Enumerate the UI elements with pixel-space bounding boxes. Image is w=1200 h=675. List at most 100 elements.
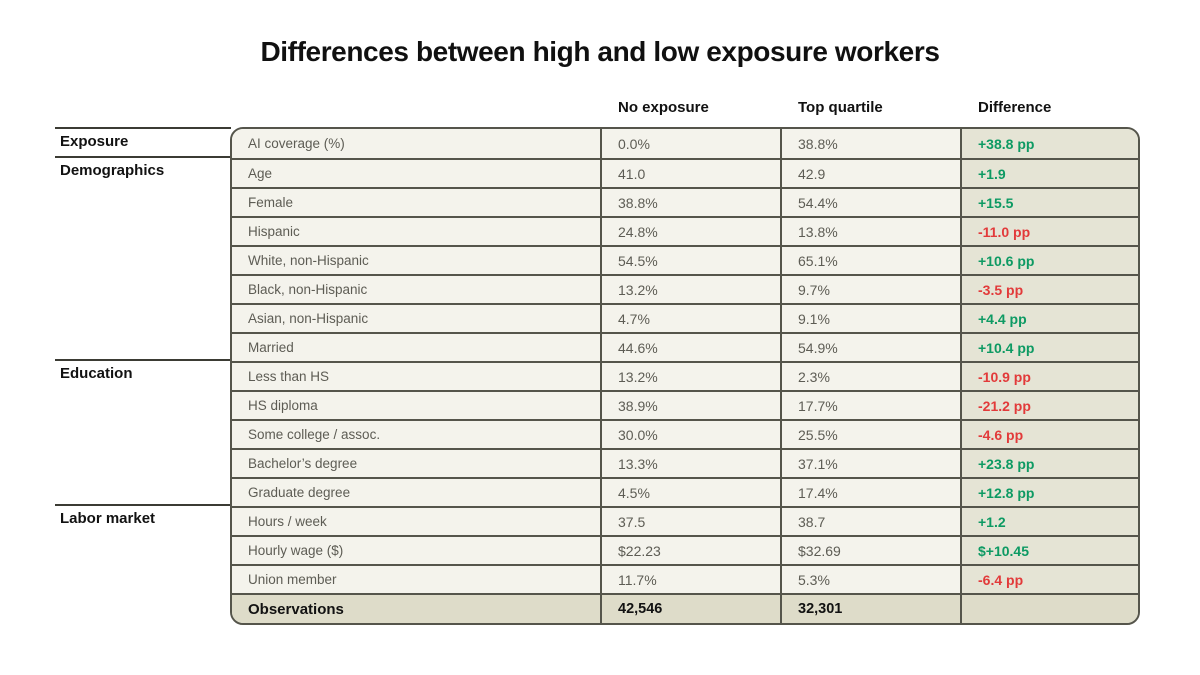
difference-value: -21.2 pp (960, 392, 1138, 419)
column-header-difference: Difference (978, 99, 1052, 116)
table-row-hs-diploma: HS diploma 38.9% 17.7% -21.2 pp (232, 390, 1138, 419)
no-exposure-value: 0.0% (600, 129, 780, 158)
top-quartile-value: 54.9% (780, 334, 960, 361)
row-label: White, non-Hispanic (232, 247, 600, 274)
top-quartile-value: 32,301 (780, 595, 960, 623)
top-quartile-value: 42.9 (780, 160, 960, 187)
no-exposure-value: $22.23 (600, 537, 780, 564)
top-quartile-value: 38.7 (780, 508, 960, 535)
category-group-demographics: Demographics (55, 156, 231, 359)
figure-title: Differences between high and low exposur… (260, 36, 940, 67)
no-exposure-value: 13.2% (600, 363, 780, 390)
row-label: AI coverage (%) (232, 129, 600, 158)
row-label: Female (232, 189, 600, 216)
table-row-union-member: Union member 11.7% 5.3% -6.4 pp (232, 564, 1138, 593)
difference-value: -11.0 pp (960, 218, 1138, 245)
category-label: Exposure (60, 133, 129, 150)
category-label: Demographics (60, 162, 165, 179)
table-row-age: Age 41.0 42.9 +1.9 (232, 158, 1138, 187)
difference-value: +4.4 pp (960, 305, 1138, 332)
top-quartile-value: 17.7% (780, 392, 960, 419)
top-quartile-value: 2.3% (780, 363, 960, 390)
row-label: Hours / week (232, 508, 600, 535)
no-exposure-value: 4.5% (600, 479, 780, 506)
difference-value: +23.8 pp (960, 450, 1138, 477)
no-exposure-value: 38.9% (600, 392, 780, 419)
row-label: Graduate degree (232, 479, 600, 506)
no-exposure-value: 44.6% (600, 334, 780, 361)
no-exposure-value: 41.0 (600, 160, 780, 187)
no-exposure-value: 13.3% (600, 450, 780, 477)
table-row-ai-coverage: AI coverage (%) 0.0% 38.8% +38.8 pp (232, 129, 1138, 158)
table-row-black-non-hispanic: Black, non-Hispanic 13.2% 9.7% -3.5 pp (232, 274, 1138, 303)
category-group-labor-market: Labor market (55, 504, 231, 621)
row-label: Bachelor’s degree (232, 450, 600, 477)
difference-value: -10.9 pp (960, 363, 1138, 390)
table-row-graduate-degree: Graduate degree 4.5% 17.4% +12.8 pp (232, 477, 1138, 506)
top-quartile-value: 9.7% (780, 276, 960, 303)
difference-value: -3.5 pp (960, 276, 1138, 303)
difference-value: +38.8 pp (960, 129, 1138, 158)
stats-table: AI coverage (%) 0.0% 38.8% +38.8 pp Age 41.0 4… (230, 127, 1140, 625)
row-label: Age (232, 160, 600, 187)
row-label: Less than HS (232, 363, 600, 390)
table-row-bachelor-s-degree: Bachelor’s degree 13.3% 37.1% +23.8 pp (232, 448, 1138, 477)
difference-value: -6.4 pp (960, 566, 1138, 593)
row-label: Black, non-Hispanic (232, 276, 600, 303)
table-row-less-than-hs: Less than HS 13.2% 2.3% -10.9 pp (232, 361, 1138, 390)
table-row-married: Married 44.6% 54.9% +10.4 pp (232, 332, 1138, 361)
top-quartile-value: 25.5% (780, 421, 960, 448)
no-exposure-value: 13.2% (600, 276, 780, 303)
table-row-some-college-assoc: Some college / assoc. 30.0% 25.5% -4.6 pp (232, 419, 1138, 448)
table-row-hours-week: Hours / week 37.5 38.7 +1.2 (232, 506, 1138, 535)
top-quartile-value: 54.4% (780, 189, 960, 216)
difference-value (960, 595, 1138, 623)
difference-value: +10.6 pp (960, 247, 1138, 274)
difference-value: +1.2 (960, 508, 1138, 535)
table-row-asian-non-hispanic: Asian, non-Hispanic 4.7% 9.1% +4.4 pp (232, 303, 1138, 332)
column-header-no-exposure: No exposure (618, 99, 709, 116)
top-quartile-value: 37.1% (780, 450, 960, 477)
no-exposure-value: 4.7% (600, 305, 780, 332)
row-label: HS diploma (232, 392, 600, 419)
category-label: Labor market (60, 510, 156, 527)
difference-value: +15.5 (960, 189, 1138, 216)
difference-value: +12.8 pp (960, 479, 1138, 506)
row-label: Married (232, 334, 600, 361)
table-row-hispanic: Hispanic 24.8% 13.8% -11.0 pp (232, 216, 1138, 245)
no-exposure-value: 30.0% (600, 421, 780, 448)
category-group-exposure: Exposure (55, 127, 231, 156)
no-exposure-value: 37.5 (600, 508, 780, 535)
row-label: Hispanic (232, 218, 600, 245)
row-label: Some college / assoc. (232, 421, 600, 448)
no-exposure-value: 38.8% (600, 189, 780, 216)
row-label: Asian, non-Hispanic (232, 305, 600, 332)
table-row-white-non-hispanic: White, non-Hispanic 54.5% 65.1% +10.6 pp (232, 245, 1138, 274)
difference-value: $+10.45 (960, 537, 1138, 564)
no-exposure-value: 24.8% (600, 218, 780, 245)
top-quartile-value: 65.1% (780, 247, 960, 274)
top-quartile-value: 5.3% (780, 566, 960, 593)
table-row-hourly-wage: Hourly wage ($) $22.23 $32.69 $+10.45 (232, 535, 1138, 564)
difference-value: +10.4 pp (960, 334, 1138, 361)
top-quartile-value: $32.69 (780, 537, 960, 564)
table-row-female: Female 38.8% 54.4% +15.5 (232, 187, 1138, 216)
top-quartile-value: 13.8% (780, 218, 960, 245)
category-group-education: Education (55, 359, 231, 504)
row-label: Hourly wage ($) (232, 537, 600, 564)
category-label: Education (60, 365, 133, 382)
category-column: Exposure Demographics Education Labor marke… (55, 127, 231, 621)
no-exposure-value: 11.7% (600, 566, 780, 593)
totals-row-observations: Observations 42,546 32,301 (232, 593, 1138, 623)
difference-value: -4.6 pp (960, 421, 1138, 448)
no-exposure-value: 54.5% (600, 247, 780, 274)
row-label: Union member (232, 566, 600, 593)
no-exposure-value: 42,546 (600, 595, 780, 623)
column-header-top-quartile: Top quartile (798, 99, 883, 116)
top-quartile-value: 38.8% (780, 129, 960, 158)
top-quartile-value: 9.1% (780, 305, 960, 332)
difference-value: +1.9 (960, 160, 1138, 187)
top-quartile-value: 17.4% (780, 479, 960, 506)
row-label: Observations (232, 595, 600, 623)
